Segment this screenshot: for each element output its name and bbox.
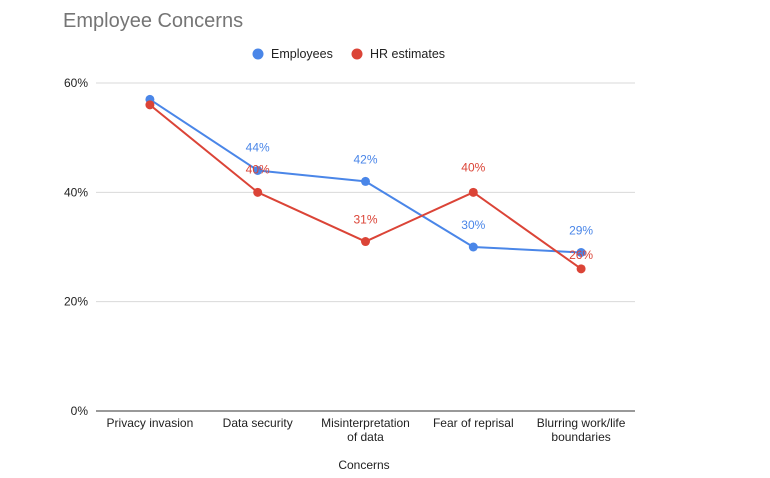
y-axis: 0% 20% 40% 60% — [64, 76, 88, 418]
data-label: 31% — [353, 213, 377, 227]
series-line-0 — [149, 98, 582, 254]
data-label: 40% — [461, 160, 485, 174]
data-labels: 44% 42% 30% 29% 40% 31% 40% 26% — [246, 140, 594, 261]
data-label: 42% — [353, 152, 377, 166]
data-point — [361, 176, 370, 186]
x-tick-label: Data security — [223, 416, 293, 430]
data-label: 40% — [246, 162, 270, 176]
legend-entry: Employees — [271, 47, 333, 61]
data-point — [468, 187, 478, 197]
x-tick-label: Fear of reprisal — [433, 416, 514, 430]
legend-marker — [351, 48, 363, 60]
y-tick-label: 60% — [64, 76, 88, 90]
legend-marker — [252, 48, 264, 60]
grid — [96, 82, 635, 412]
data-label: 30% — [461, 218, 485, 232]
data-point — [253, 165, 263, 175]
chart-title: Employee Concerns — [63, 10, 243, 32]
y-tick-label: 0% — [71, 404, 89, 418]
y-tick-label: 20% — [64, 295, 88, 309]
data-label: 29% — [569, 223, 593, 237]
x-tick-label: Privacy invasion — [107, 416, 194, 430]
x-axis-label: Concerns — [338, 458, 389, 472]
x-axis: Privacy invasion Data security Misinterpre… — [107, 416, 626, 444]
data-point — [253, 187, 263, 197]
data-point — [468, 242, 478, 252]
legend-entry: HR estimates — [370, 47, 445, 61]
data-point — [576, 247, 586, 257]
series-points — [145, 94, 586, 274]
x-tick-label: Misinterpretation of data — [321, 416, 410, 444]
legend: Employees HR estimates — [252, 47, 445, 61]
y-tick-label: 40% — [64, 185, 88, 199]
data-point — [145, 100, 155, 110]
data-point — [576, 264, 586, 274]
data-label: 26% — [569, 248, 593, 262]
x-tick-label: Blurring work/life boundaries — [537, 416, 626, 444]
data-point — [361, 237, 370, 247]
data-label: 44% — [246, 140, 270, 154]
